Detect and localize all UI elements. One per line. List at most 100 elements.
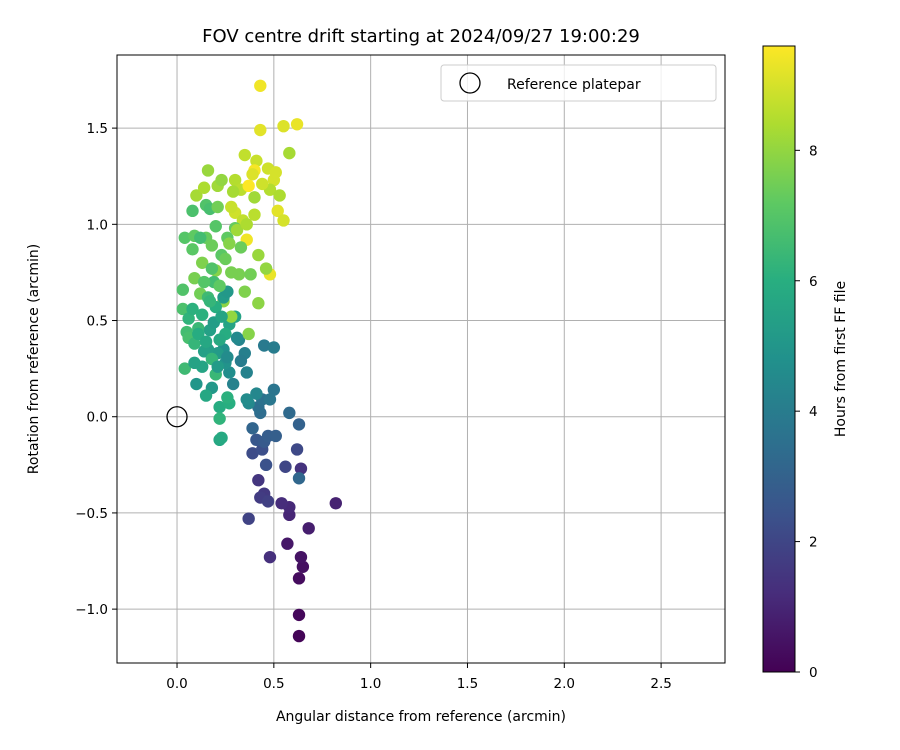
data-point [230,331,244,345]
data-point [267,341,281,354]
data-point [176,283,190,296]
data-point [292,572,306,585]
colorbar-tick-label: 4 [809,404,818,420]
legend-marker-icon [459,72,481,94]
data-point [269,166,282,179]
colorbar-tick-label: 8 [809,143,818,159]
data-point [205,239,219,252]
data-point [188,271,201,285]
data-point [242,179,255,193]
x-axis-ticks: 0.0 0.5 1.0 1.5 2.0 2.5 [166,663,672,692]
data-point [263,550,277,564]
data-point [250,387,263,400]
x-tick-label: 0.0 [166,676,187,692]
data-point [248,191,261,204]
data-point [226,185,240,198]
data-point [188,356,201,370]
data-point [277,214,290,227]
colorbar: 0 2 4 6 8 Hours from first FF file [762,45,849,681]
colorbar-tick-label: 2 [809,535,818,551]
data-point [292,472,306,485]
data-point [228,173,242,187]
reference-platepar-marker [166,406,188,428]
data-point [296,560,310,573]
y-tick-label: −0.5 [75,506,108,522]
colorbar-gradient [762,45,796,673]
data-point [234,241,248,254]
data-point [190,189,203,202]
data-point [290,118,304,131]
data-point [302,522,315,535]
legend-box [440,64,717,102]
data-point [283,406,296,420]
data-point [213,400,226,414]
data-point [205,262,219,275]
data-point [192,327,205,341]
data-point [238,285,251,298]
data-points [176,79,343,643]
legend: Reference platepar [440,64,717,102]
colorbar-tick-label: 6 [809,274,818,290]
data-point [221,350,234,364]
data-point [269,429,282,443]
data-point [259,458,273,472]
data-point [246,422,259,435]
data-point [275,497,288,510]
data-point [244,268,257,281]
y-tick-label: 0.5 [87,314,108,330]
x-axis-label: Angular distance from reference (arcmin) [276,709,566,725]
data-point [194,231,207,244]
data-point [240,366,253,379]
y-tick-label: 0.0 [87,410,108,426]
y-tick-label: −1.0 [75,602,108,618]
data-point [292,418,306,431]
data-point [195,308,209,321]
data-point [240,218,253,231]
plot-frame [116,54,726,664]
data-point [267,383,281,396]
data-point [215,173,228,187]
data-point [252,248,265,262]
data-point [225,266,238,279]
data-point [178,231,191,244]
data-point [279,460,292,473]
data-point [259,262,273,275]
data-point [211,360,224,373]
data-point [215,310,228,323]
data-point [292,608,306,622]
legend-label: Reference platepar [507,77,641,93]
data-point [201,164,215,177]
x-tick-label: 2.0 [554,676,575,692]
x-tick-label: 1.5 [457,676,478,692]
data-point [225,200,238,214]
data-point [242,327,255,341]
colorbar-ticks: 0 2 4 6 8 [795,143,818,681]
data-point [219,252,232,266]
data-point [263,393,277,406]
data-point [254,123,267,137]
data-point [261,495,275,508]
data-point [186,302,199,316]
data-point [246,447,259,460]
data-point [197,275,211,289]
data-point [225,310,238,323]
data-point [246,168,259,181]
data-point [238,148,251,162]
data-point [215,431,228,445]
data-point [256,177,269,191]
colorbar-label: Hours from first FF file [833,281,849,437]
data-point [197,345,211,358]
data-point [211,200,224,214]
data-point [252,474,265,487]
data-point [254,79,267,92]
colorbar-tick-label: 0 [809,665,818,681]
data-point [294,462,308,475]
data-point [257,339,271,352]
chart-title: FOV centre drift starting at 2024/09/27 … [202,26,640,47]
data-point [292,629,306,643]
data-point [182,312,195,325]
data-point [199,389,213,402]
data-point [199,335,213,348]
data-point [240,393,253,406]
